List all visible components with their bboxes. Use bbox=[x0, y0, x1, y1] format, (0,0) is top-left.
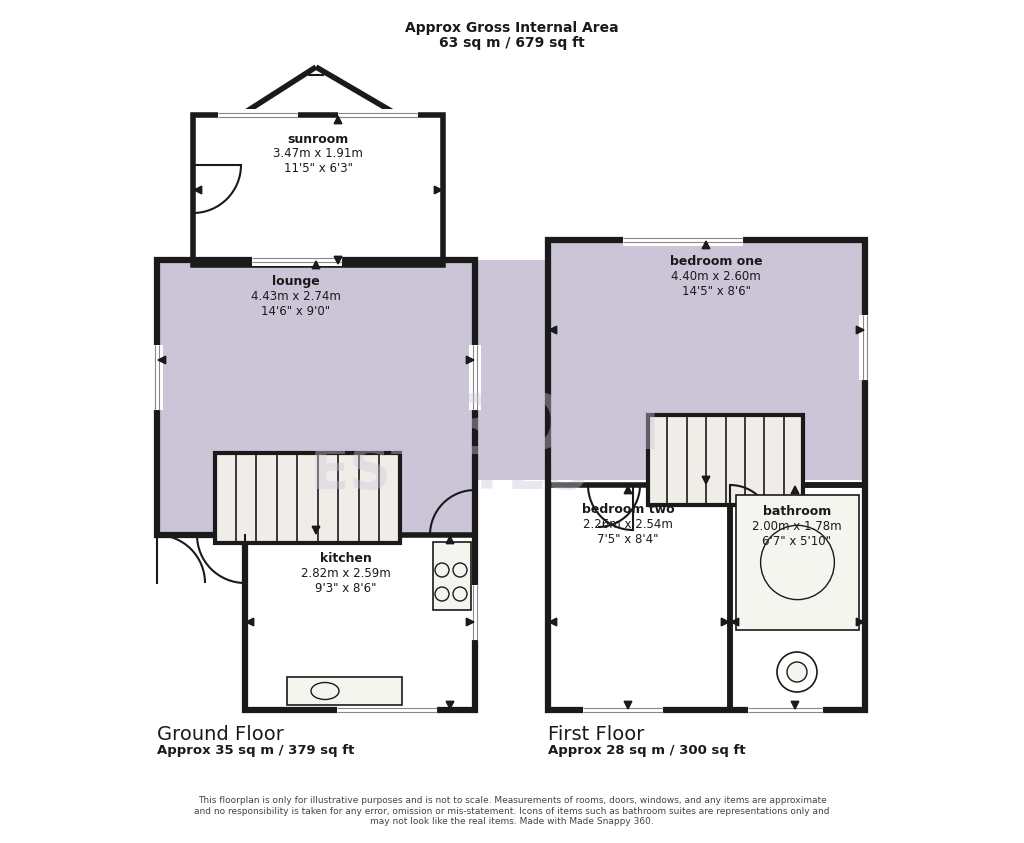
Bar bbox=[157, 480, 475, 535]
Text: 63 sq m / 679 sq ft: 63 sq m / 679 sq ft bbox=[439, 36, 585, 50]
Polygon shape bbox=[158, 356, 166, 364]
Bar bbox=[218, 109, 298, 121]
Bar bbox=[287, 677, 402, 705]
Text: First Floor: First Floor bbox=[548, 725, 644, 744]
Bar bbox=[583, 704, 663, 716]
Text: 2.26m x 2.54m
7'5" x 8'4": 2.26m x 2.54m 7'5" x 8'4" bbox=[583, 518, 673, 546]
Text: lounge: lounge bbox=[272, 275, 319, 288]
Text: Approx 28 sq m / 300 sq ft: Approx 28 sq m / 300 sq ft bbox=[548, 744, 745, 757]
Text: ESTATES: ESTATES bbox=[310, 444, 590, 502]
Polygon shape bbox=[194, 186, 202, 194]
Bar bbox=[623, 234, 743, 246]
Polygon shape bbox=[702, 241, 710, 249]
Polygon shape bbox=[246, 618, 254, 626]
Polygon shape bbox=[466, 356, 474, 364]
Polygon shape bbox=[312, 261, 319, 269]
Polygon shape bbox=[625, 701, 632, 709]
Polygon shape bbox=[549, 618, 557, 626]
Bar bbox=[215, 453, 400, 543]
Polygon shape bbox=[334, 256, 342, 264]
Text: 3.47m x 1.91m
11'5" x 6'3": 3.47m x 1.91m 11'5" x 6'3" bbox=[273, 147, 362, 175]
Polygon shape bbox=[446, 536, 454, 544]
Text: 2.00m x 1.78m
6'7" x 5'10": 2.00m x 1.78m 6'7" x 5'10" bbox=[753, 520, 842, 548]
Polygon shape bbox=[466, 618, 474, 626]
Text: bathroom: bathroom bbox=[763, 505, 831, 518]
Bar bbox=[193, 115, 443, 265]
Polygon shape bbox=[856, 618, 864, 626]
Polygon shape bbox=[625, 486, 632, 494]
Polygon shape bbox=[434, 186, 442, 194]
Bar bbox=[648, 415, 803, 505]
Polygon shape bbox=[702, 476, 710, 484]
Text: sunroom: sunroom bbox=[288, 133, 348, 146]
Circle shape bbox=[787, 662, 807, 682]
Bar bbox=[859, 315, 871, 380]
Polygon shape bbox=[792, 701, 799, 709]
Polygon shape bbox=[721, 618, 729, 626]
Bar bbox=[338, 109, 418, 121]
Polygon shape bbox=[312, 526, 319, 534]
Text: 4.40m x 2.60m
14'5" x 8'6": 4.40m x 2.60m 14'5" x 8'6" bbox=[671, 270, 761, 298]
Polygon shape bbox=[446, 701, 454, 709]
Bar bbox=[151, 345, 163, 410]
Bar bbox=[252, 254, 342, 266]
Polygon shape bbox=[731, 618, 738, 626]
Text: Approx Gross Internal Area: Approx Gross Internal Area bbox=[406, 21, 618, 35]
Text: Ground Floor: Ground Floor bbox=[157, 725, 284, 744]
Bar bbox=[548, 240, 865, 480]
Polygon shape bbox=[334, 116, 342, 124]
Text: 4.43m x 2.74m
14'6" x 9'0": 4.43m x 2.74m 14'6" x 9'0" bbox=[251, 290, 341, 318]
Text: 2.82m x 2.59m
9'3" x 8'6": 2.82m x 2.59m 9'3" x 8'6" bbox=[301, 567, 391, 595]
Bar bbox=[157, 260, 865, 480]
Bar bbox=[730, 485, 865, 710]
Bar bbox=[748, 704, 823, 716]
Bar bbox=[469, 585, 481, 640]
Bar bbox=[433, 542, 471, 610]
Polygon shape bbox=[856, 326, 864, 334]
Bar bbox=[548, 240, 865, 710]
Text: kitchen: kitchen bbox=[321, 552, 372, 565]
Bar bbox=[736, 495, 859, 630]
Text: bedroom two: bedroom two bbox=[582, 503, 675, 516]
Polygon shape bbox=[792, 486, 799, 494]
Text: BEECROFT: BEECROFT bbox=[226, 391, 673, 465]
Text: Approx 35 sq m / 379 sq ft: Approx 35 sq m / 379 sq ft bbox=[157, 744, 354, 757]
Text: bedroom one: bedroom one bbox=[670, 255, 762, 268]
Text: This floorplan is only for illustrative purposes and is not to scale. Measuremen: This floorplan is only for illustrative … bbox=[195, 796, 829, 826]
Polygon shape bbox=[549, 326, 557, 334]
Bar bbox=[469, 345, 481, 410]
Bar bbox=[157, 260, 475, 535]
Bar bbox=[337, 704, 437, 716]
